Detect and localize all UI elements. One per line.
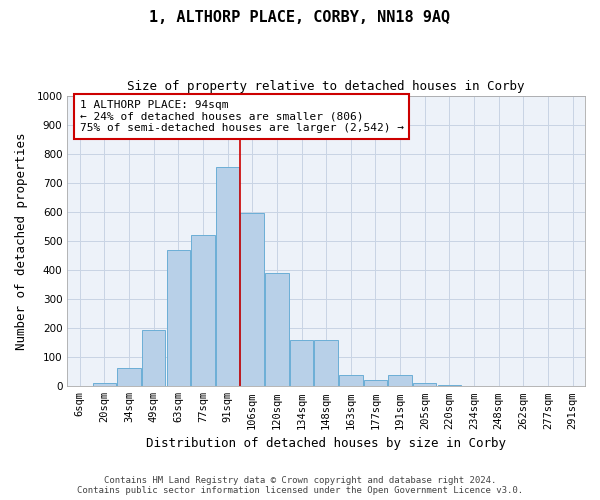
Text: 1 ALTHORP PLACE: 94sqm
← 24% of detached houses are smaller (806)
75% of semi-de: 1 ALTHORP PLACE: 94sqm ← 24% of detached… [80, 100, 404, 133]
Bar [364, 380, 387, 386]
Bar [314, 340, 338, 386]
Bar [265, 273, 289, 386]
Bar [339, 376, 362, 386]
Bar [92, 383, 116, 386]
Bar [216, 167, 239, 386]
Bar [241, 214, 264, 386]
X-axis label: Distribution of detached houses by size in Corby: Distribution of detached houses by size … [146, 437, 506, 450]
Y-axis label: Number of detached properties: Number of detached properties [15, 132, 28, 350]
Bar [413, 384, 436, 386]
Bar [191, 235, 215, 386]
Bar [167, 250, 190, 386]
Bar [142, 330, 166, 386]
Bar [388, 374, 412, 386]
Text: Contains HM Land Registry data © Crown copyright and database right 2024.
Contai: Contains HM Land Registry data © Crown c… [77, 476, 523, 495]
Bar [290, 340, 313, 386]
Text: 1, ALTHORP PLACE, CORBY, NN18 9AQ: 1, ALTHORP PLACE, CORBY, NN18 9AQ [149, 10, 451, 25]
Bar [117, 368, 140, 386]
Title: Size of property relative to detached houses in Corby: Size of property relative to detached ho… [127, 80, 525, 93]
